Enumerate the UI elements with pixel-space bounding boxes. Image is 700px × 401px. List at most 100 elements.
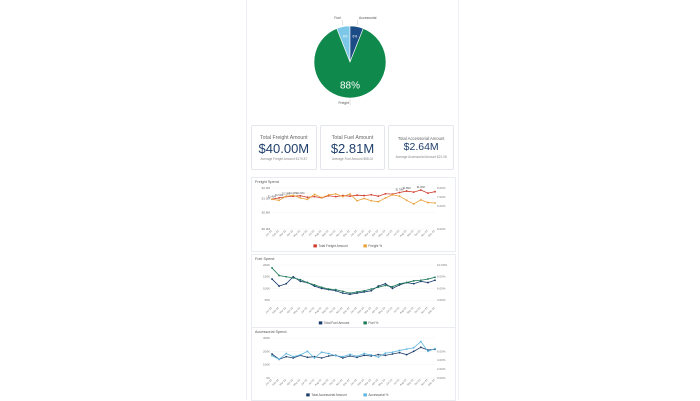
x-tick-label: Aug-23: [399, 377, 408, 386]
x-tick-label: Dec-22: [342, 305, 351, 314]
x-tick-label: Oct-23: [413, 377, 422, 386]
legend-label: Freight %: [368, 244, 382, 248]
series-point: [391, 285, 394, 288]
x-tick-label: May-22: [292, 377, 301, 386]
series-point: [391, 287, 394, 290]
series-point: [299, 278, 302, 281]
x-tick-label: Jul-22: [307, 305, 315, 313]
series-point: [384, 352, 387, 355]
x-tick-label: Dec-22: [342, 228, 351, 237]
data-label: $1.60M: [289, 192, 297, 195]
y-left-tick-label: $2.0M: [262, 186, 271, 190]
series-point: [391, 353, 394, 355]
series-point: [370, 353, 373, 356]
series-point: [278, 285, 280, 287]
x-tick-label: Jun-23: [385, 377, 394, 386]
x-tick-label: Feb-22: [271, 377, 280, 386]
data-label: $1.85M: [403, 187, 411, 190]
x-tick-label: Feb-23: [356, 228, 365, 237]
series-point: [334, 288, 337, 291]
series-point: [285, 195, 288, 198]
x-tick-label: Dec-22: [342, 377, 351, 386]
series-point: [285, 282, 288, 285]
series-point: [278, 274, 280, 277]
legend-swatch: [363, 393, 367, 397]
series-point: [285, 355, 288, 358]
series-point: [412, 191, 415, 193]
x-tick-label: Apr-23: [371, 305, 380, 314]
kpi-sub-label: Average Accessorial Amount: [395, 154, 437, 159]
x-tick-label: Jan-23: [349, 228, 358, 237]
legend-label: Fuel %: [368, 321, 378, 325]
freight-spend-chart: $0.0M $0.8M $1.5M $2.0M 0.00% 5.00% 7.00% 9.00%…: [262, 186, 446, 248]
x-tick-label: Jul-23: [392, 305, 400, 313]
y-right-tick-label: 10.00%: [437, 263, 448, 267]
y-left-tick-label: 200K: [263, 349, 270, 353]
x-tick-label: Aug-23: [399, 305, 408, 314]
x-tick-label: Aug-22: [314, 305, 323, 314]
series-point: [434, 202, 436, 204]
series-point: [398, 349, 401, 352]
x-tick-label: Jan-22: [264, 377, 273, 386]
x-tick-label: Apr-23: [371, 228, 380, 237]
kpi-sub: Average Freight Amount $179.87: [260, 157, 307, 161]
series-point: [341, 195, 344, 198]
x-tick-label: Nov-22: [335, 377, 344, 386]
y-right-tick-label: 2.00%: [437, 367, 446, 371]
series-point: [412, 346, 415, 349]
series-point: [299, 194, 302, 197]
series-point: [292, 355, 295, 358]
legend-swatch: [318, 321, 323, 325]
series-point: [341, 357, 344, 359]
y-left-tick-label: $0.0M: [262, 227, 271, 231]
x-tick-label: Sep-22: [321, 377, 330, 386]
x-tick-label: Jan-22: [264, 305, 273, 314]
x-tick-label: Oct-23: [413, 228, 422, 237]
x-tick-label: Nov-23: [420, 305, 429, 314]
data-label: $1.62M: [296, 192, 304, 195]
x-tick-label: Dec-23: [427, 377, 436, 386]
series-line-0: [271, 346, 436, 360]
x-tick-label: Jan-23: [349, 305, 358, 314]
y-left-tick-label: $1.5M: [262, 196, 271, 200]
y-right-tick-label: 6.00%: [437, 349, 446, 353]
series-point: [384, 192, 387, 195]
series-line-0: [271, 276, 436, 295]
series-point: [341, 290, 344, 293]
x-tick-label: Feb-23: [356, 305, 365, 314]
series-point: [349, 355, 351, 357]
series-point: [412, 350, 415, 353]
x-tick-label: Jan-23: [349, 377, 358, 386]
pie-slice-label: Fuel: [334, 16, 341, 20]
kpi-sub-value: $58.02: [363, 156, 374, 161]
x-tick-label: Apr-22: [286, 377, 295, 386]
accessorial-spend-panel: Accessorial Spend 0K 100K 200K 300K 0.00% 2.0…: [251, 327, 456, 401]
series-point: [356, 199, 358, 202]
y-left-tick-label: $0.8M: [262, 211, 271, 215]
series-point: [405, 353, 408, 356]
series-point: [334, 193, 337, 195]
x-tick-label: Jun-22: [300, 305, 309, 314]
x-tick-label: Dec-23: [427, 305, 436, 314]
series-point: [398, 282, 401, 285]
y-right-tick-label: 4.00%: [437, 358, 446, 362]
kpi-value: $2.64M: [403, 141, 439, 154]
series-point: [278, 358, 280, 361]
kpi-title: Total Fuel Amount: [331, 134, 374, 141]
x-tick-label: Nov-23: [420, 228, 429, 237]
series-point: [434, 279, 436, 282]
chart-title: Fuel Spend: [255, 257, 275, 261]
x-tick-label: Oct-22: [328, 377, 337, 386]
x-tick-label: Mar-23: [363, 228, 372, 237]
legend-label: Total Fuel Amount: [324, 321, 350, 325]
kpi-title: Total Accessorial Amount: [397, 136, 445, 142]
series-point: [356, 291, 358, 293]
chart-title: Freight Spend: [255, 180, 279, 184]
x-tick-label: Jul-23: [392, 228, 400, 236]
series-point: [398, 195, 401, 198]
series-point: [306, 196, 309, 199]
series-point: [384, 354, 387, 357]
legend-label: Total Accessorial Amount: [311, 393, 347, 397]
series-point: [313, 284, 316, 286]
y-right-tick-label: 8.00%: [437, 275, 446, 279]
